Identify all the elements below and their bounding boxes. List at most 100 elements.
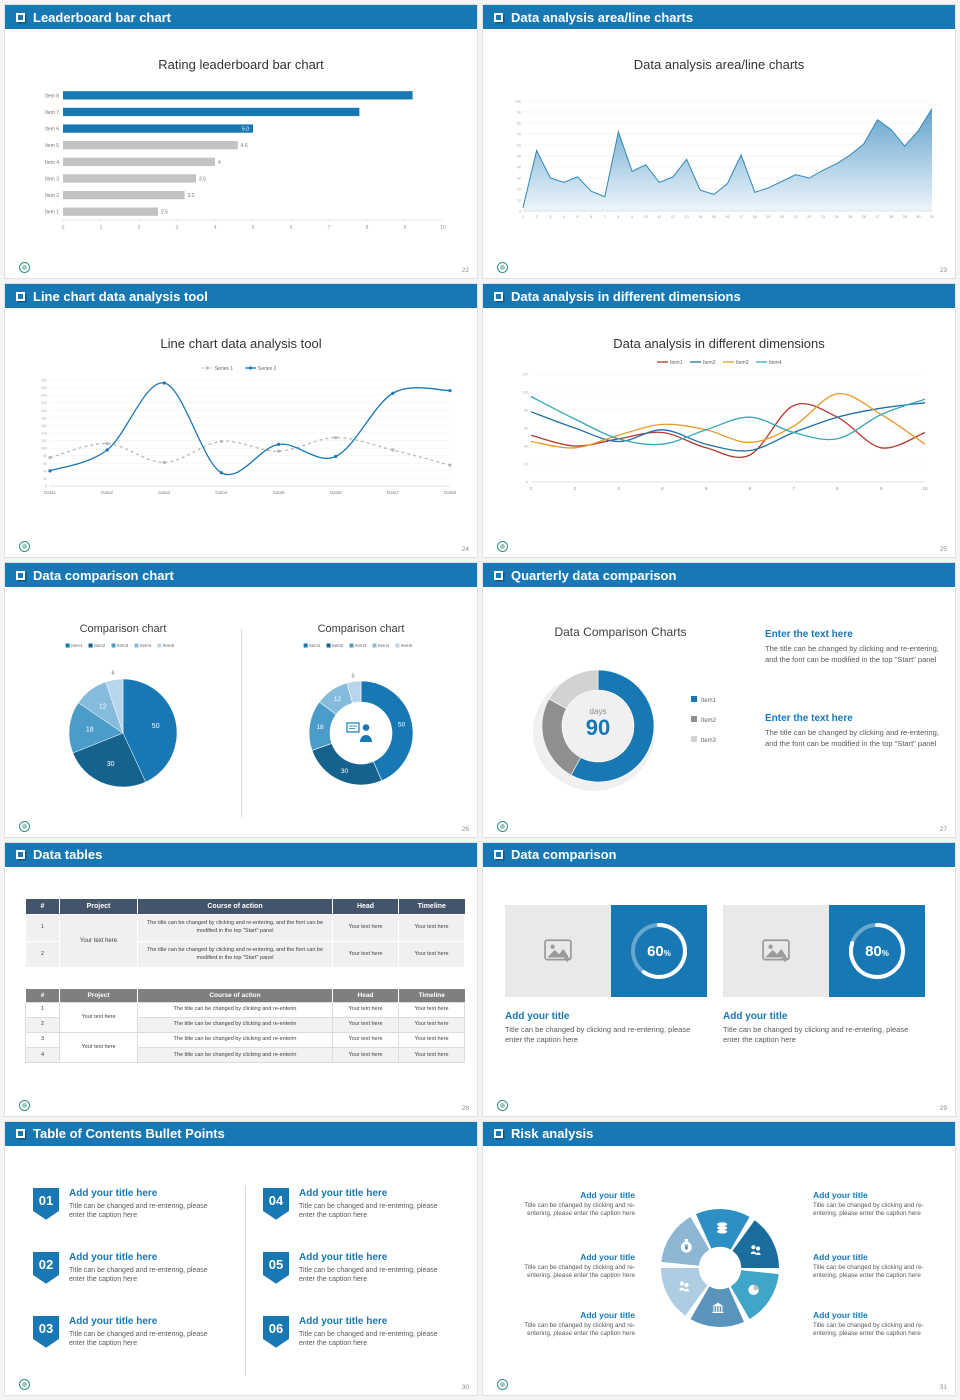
card-caption: Title can be changed by clicking and re-… <box>505 1024 691 1045</box>
svg-text:16: 16 <box>725 215 729 219</box>
svg-text:2: 2 <box>536 215 538 219</box>
svg-text:27: 27 <box>875 215 879 219</box>
svg-text:1: 1 <box>530 486 533 491</box>
right-chart-title: Comparison chart <box>317 623 405 636</box>
svg-text:5: 5 <box>352 674 355 680</box>
toc-item: 05 Add your title here Title can be chan… <box>263 1251 468 1285</box>
slide-risk-analysis: Risk analysis ¥ Add your title Title can… <box>483 1121 955 1395</box>
slide-header: Data tables <box>5 842 477 867</box>
header-cell: Project <box>59 988 138 1003</box>
risk-block: Add your title Title can be changed by c… <box>813 1190 941 1219</box>
svg-text:10: 10 <box>517 199 521 203</box>
svg-text:3.5: 3.5 <box>199 176 206 182</box>
svg-text:Item 6: Item 6 <box>45 127 59 133</box>
svg-text:100: 100 <box>515 100 521 104</box>
footer-logo-icon <box>19 1099 30 1111</box>
svg-text:2.5: 2.5 <box>161 210 168 216</box>
square-bullet-icon <box>16 12 25 22</box>
slide-header: Line chart data analysis tool <box>5 284 477 309</box>
toc-title: Add your title here <box>299 1315 388 1327</box>
svg-text:5: 5 <box>576 215 578 219</box>
left-chart-title: Comparison chart <box>79 623 167 636</box>
risk-title: Add your title <box>580 1189 635 1200</box>
svg-text:3: 3 <box>549 215 551 219</box>
toc-text: Add your title here Title can be changed… <box>69 1316 221 1349</box>
column-divider <box>245 1185 246 1376</box>
cell: Your text here <box>59 1031 138 1064</box>
cell: 2 <box>25 1016 60 1033</box>
leaderboard-bar-chart: 0 1 2 3 4 5 6 7 8 9 10 Item 8 Item 7 Item 6 5.0 Item 5 4… <box>27 85 459 233</box>
svg-text:14: 14 <box>698 215 702 219</box>
svg-text:10: 10 <box>922 486 928 491</box>
svg-text:Item2: Item2 <box>332 643 344 648</box>
svg-text:13: 13 <box>684 215 688 219</box>
svg-text:140: 140 <box>41 432 47 436</box>
toc-caption: Title can be changed and re-entering, pl… <box>69 1202 208 1220</box>
svg-text:Data8: Data8 <box>444 490 457 495</box>
svg-text:5.0: 5.0 <box>242 127 249 133</box>
toc-caption: Title can be changed and re-entering, pl… <box>299 1330 438 1348</box>
text-block: Enter the text here The title can be cha… <box>765 713 943 750</box>
square-bullet-icon <box>16 291 25 301</box>
toc-item: 03 Add your title here Title can be chan… <box>33 1315 238 1349</box>
number-badge: 05 <box>263 1251 289 1284</box>
page-number: 28 <box>461 1104 469 1112</box>
svg-text:30: 30 <box>341 768 349 775</box>
page-number: 22 <box>461 267 469 275</box>
cell: 2 <box>25 940 60 969</box>
svg-text:7: 7 <box>604 215 606 219</box>
header-cell: # <box>25 988 60 1003</box>
svg-text:70: 70 <box>517 133 521 137</box>
svg-text:120: 120 <box>41 439 47 443</box>
svg-text:12: 12 <box>671 215 675 219</box>
svg-text:10: 10 <box>644 215 648 219</box>
svg-text:9: 9 <box>880 486 883 491</box>
table-row: 1 Your text here The title can be change… <box>25 913 465 969</box>
svg-text:Item1: Item1 <box>71 643 83 648</box>
svg-text:Item 3: Item 3 <box>45 176 59 182</box>
slide-header: Leaderboard bar chart <box>5 5 477 29</box>
donut-value: 90 <box>585 715 611 741</box>
svg-text:3: 3 <box>617 486 620 491</box>
svg-text:24: 24 <box>834 215 838 219</box>
slide-header-title: Risk analysis <box>511 1126 594 1142</box>
svg-text:1: 1 <box>522 215 524 219</box>
svg-text:50: 50 <box>152 723 160 730</box>
svg-text:8: 8 <box>836 486 839 491</box>
risk-block: Add your title Title can be changed by c… <box>507 1190 635 1219</box>
svg-text:2: 2 <box>138 225 141 231</box>
svg-text:Item2: Item2 <box>701 718 717 724</box>
block-title: Enter the text here <box>765 713 853 725</box>
cell: Your text here <box>398 1047 465 1064</box>
svg-text:20: 20 <box>43 477 47 481</box>
toc-caption: Title can be changed and re-entering, pl… <box>299 1202 438 1220</box>
card-title: Add your title <box>505 1010 570 1022</box>
svg-text:31: 31 <box>930 215 934 219</box>
text-block: Enter the text here The title can be cha… <box>765 629 943 666</box>
toc-title: Add your title here <box>69 1251 158 1263</box>
svg-text:11: 11 <box>657 215 661 219</box>
chart-title: Data Comparison Charts <box>554 625 687 640</box>
toc-item: 06 Add your title here Title can be chan… <box>263 1315 468 1349</box>
progress-panel: 80% <box>829 904 925 997</box>
cell: Your text here <box>332 1031 399 1049</box>
chart-title: Data analysis area/line charts <box>633 57 805 72</box>
header-cell: Project <box>59 898 138 915</box>
comparison-card: 80% <box>723 904 925 997</box>
svg-text:6: 6 <box>290 225 293 231</box>
image-placeholder <box>505 904 611 997</box>
svg-text:Data5: Data5 <box>273 490 286 495</box>
number-badge: 01 <box>33 1187 59 1220</box>
page-number: 26 <box>461 825 469 833</box>
square-bullet-icon <box>494 850 503 860</box>
image-placeholder-icon <box>762 938 790 962</box>
square-bullet-icon <box>494 291 503 301</box>
cell: The title can be changed by clicking and… <box>137 1047 333 1064</box>
number-badge: 06 <box>263 1315 289 1348</box>
cell: Your text here <box>332 1001 399 1018</box>
svg-text:2: 2 <box>574 486 577 491</box>
svg-text:40: 40 <box>43 470 47 474</box>
svg-text:0: 0 <box>45 485 47 489</box>
header-cell: Timeline <box>398 988 465 1003</box>
donut-center-label: days 90 <box>563 707 633 739</box>
